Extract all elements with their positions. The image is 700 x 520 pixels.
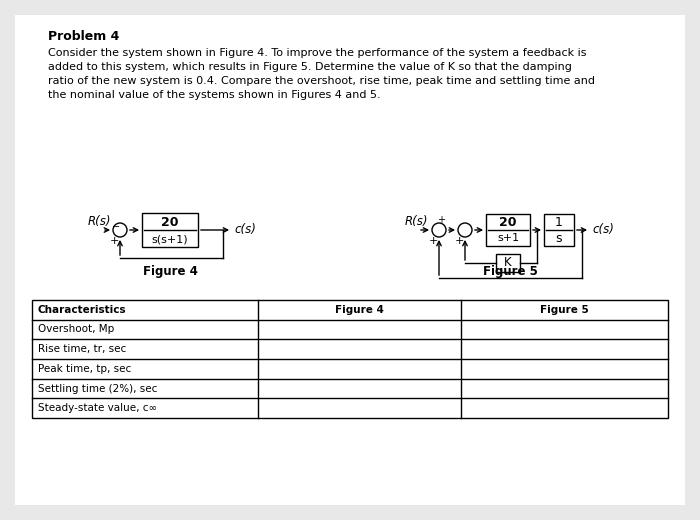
Text: Characteristics: Characteristics: [38, 305, 127, 315]
Text: 1: 1: [555, 216, 563, 229]
Text: added to this system, which results in Figure 5. Determine the value of K so tha: added to this system, which results in F…: [48, 62, 572, 72]
Bar: [544, 214, 574, 246]
Text: +: +: [109, 236, 119, 246]
Text: Consider the system shown in Figure 4. To improve the performance of the system : Consider the system shown in Figure 4. T…: [48, 48, 587, 58]
Text: R(s): R(s): [405, 214, 428, 228]
Bar: [142, 213, 198, 247]
Text: Figure 5: Figure 5: [540, 305, 589, 315]
Text: +: +: [437, 215, 445, 225]
Text: Rise time, tr, sec: Rise time, tr, sec: [38, 344, 126, 354]
Text: +: +: [454, 236, 463, 246]
Text: Figure 4: Figure 4: [335, 305, 384, 315]
Text: R(s): R(s): [88, 214, 111, 228]
Text: Figure 4: Figure 4: [143, 266, 197, 279]
Text: ratio of the new system is 0.4. Compare the overshoot, rise time, peak time and : ratio of the new system is 0.4. Compare …: [48, 76, 595, 86]
Text: −: −: [112, 222, 120, 232]
Bar: [486, 214, 530, 246]
Text: Settling time (2%), sec: Settling time (2%), sec: [38, 384, 158, 394]
Text: the nominal value of the systems shown in Figures 4 and 5.: the nominal value of the systems shown i…: [48, 90, 381, 100]
Text: s+1: s+1: [497, 233, 519, 243]
Text: 20: 20: [499, 216, 517, 229]
Bar: [32, 300, 668, 418]
Text: Overshoot, Mp: Overshoot, Mp: [38, 324, 114, 334]
Text: 20: 20: [161, 215, 178, 228]
Text: Steady-state value, c∞: Steady-state value, c∞: [38, 403, 157, 413]
Text: s(s+1): s(s+1): [152, 234, 188, 244]
Text: Problem 4: Problem 4: [48, 30, 120, 43]
Bar: [496, 254, 520, 272]
Text: Peak time, tp, sec: Peak time, tp, sec: [38, 364, 132, 374]
Text: s: s: [556, 231, 562, 244]
Text: +: +: [428, 236, 438, 246]
Text: c(s): c(s): [592, 224, 614, 237]
Text: c(s): c(s): [234, 224, 256, 237]
Text: Figure 5: Figure 5: [482, 266, 538, 279]
Text: K: K: [504, 256, 512, 269]
